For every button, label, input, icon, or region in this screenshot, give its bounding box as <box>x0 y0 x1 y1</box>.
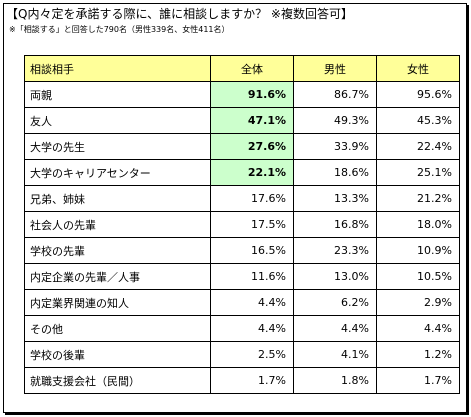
cell-male: 13.3% <box>293 185 377 212</box>
cell-female: 2.9% <box>376 289 460 316</box>
cell-female: 4.4% <box>376 315 460 342</box>
row-label: 両親 <box>24 81 211 108</box>
table-row: 学校の後輩 2.5% 4.1% 1.2% <box>24 341 460 368</box>
row-label: 学校の後輩 <box>24 341 211 368</box>
survey-title: 【Q内々定を承諾する際に、誰に相談しますか？ ※複数回答可】 <box>6 7 353 21</box>
row-label: 友人 <box>24 107 211 134</box>
header-overall: 全体 <box>210 55 294 82</box>
cell-female: 10.5% <box>376 263 460 290</box>
cell-female: 95.6% <box>376 81 460 108</box>
cell-overall: 47.1% <box>210 107 294 134</box>
cell-female: 1.2% <box>376 341 460 368</box>
cell-male: 86.7% <box>293 81 377 108</box>
cell-female: 22.4% <box>376 133 460 160</box>
header-consult-partner: 相談相手 <box>24 55 211 82</box>
cell-overall: 17.6% <box>210 185 294 212</box>
header-male: 男性 <box>293 55 377 82</box>
cell-male: 33.9% <box>293 133 377 160</box>
table-row: 大学の先生 27.6% 33.9% 22.4% <box>24 133 460 160</box>
table-row: 友人 47.1% 49.3% 45.3% <box>24 107 460 134</box>
cell-female: 1.7% <box>376 367 460 394</box>
results-table: 相談相手 全体 男性 女性 両親 91.6% 86.7% 95.6% 友人 47.1% 49… <box>24 55 460 394</box>
cell-overall: 4.4% <box>210 289 294 316</box>
table-row: その他 4.4% 4.4% 4.4% <box>24 315 460 342</box>
row-label: 内定企業の先輩／人事 <box>24 263 211 290</box>
cell-male: 1.8% <box>293 367 377 394</box>
header-row: 相談相手 全体 男性 女性 <box>24 55 460 82</box>
table-row: 内定業界関連の知人 4.4% 6.2% 2.9% <box>24 289 460 316</box>
cell-male: 13.0% <box>293 263 377 290</box>
cell-male: 49.3% <box>293 107 377 134</box>
header-female: 女性 <box>376 55 460 82</box>
table-row: 大学のキャリアセンター 22.1% 18.6% 25.1% <box>24 159 460 186</box>
row-label: 社会人の先輩 <box>24 211 211 238</box>
row-label: 内定業界関連の知人 <box>24 289 211 316</box>
row-label: その他 <box>24 315 211 342</box>
row-label: 就職支援会社（民間） <box>24 367 211 394</box>
row-label: 大学の先生 <box>24 133 211 160</box>
cell-overall: 22.1% <box>210 159 294 186</box>
cell-female: 25.1% <box>376 159 460 186</box>
cell-overall: 1.7% <box>210 367 294 394</box>
cell-overall: 91.6% <box>210 81 294 108</box>
table-row: 社会人の先輩 17.5% 16.8% 18.0% <box>24 211 460 238</box>
cell-female: 21.2% <box>376 185 460 212</box>
table-row: 就職支援会社（民間） 1.7% 1.8% 1.7% <box>24 367 460 394</box>
cell-female: 10.9% <box>376 237 460 264</box>
cell-female: 18.0% <box>376 211 460 238</box>
cell-overall: 11.6% <box>210 263 294 290</box>
cell-overall: 27.6% <box>210 133 294 160</box>
cell-overall: 17.5% <box>210 211 294 238</box>
table-row: 学校の先輩 16.5% 23.3% 10.9% <box>24 237 460 264</box>
table-row: 両親 91.6% 86.7% 95.6% <box>24 81 460 108</box>
table-body: 両親 91.6% 86.7% 95.6% 友人 47.1% 49.3% 45.3% 大学の先生 2… <box>24 81 460 394</box>
table-row: 兄弟、姉妹 17.6% 13.3% 21.2% <box>24 185 460 212</box>
table-row: 内定企業の先輩／人事 11.6% 13.0% 10.5% <box>24 263 460 290</box>
cell-female: 45.3% <box>376 107 460 134</box>
cell-overall: 2.5% <box>210 341 294 368</box>
cell-male: 4.4% <box>293 315 377 342</box>
cell-male: 18.6% <box>293 159 377 186</box>
cell-male: 23.3% <box>293 237 377 264</box>
survey-subtitle: ※「相談する」と回答した790名（男性339名、女性411名） <box>9 25 230 34</box>
cell-overall: 4.4% <box>210 315 294 342</box>
row-label: 学校の先輩 <box>24 237 211 264</box>
cell-male: 4.1% <box>293 341 377 368</box>
row-label: 大学のキャリアセンター <box>24 159 211 186</box>
cell-male: 16.8% <box>293 211 377 238</box>
cell-male: 6.2% <box>293 289 377 316</box>
cell-overall: 16.5% <box>210 237 294 264</box>
row-label: 兄弟、姉妹 <box>24 185 211 212</box>
